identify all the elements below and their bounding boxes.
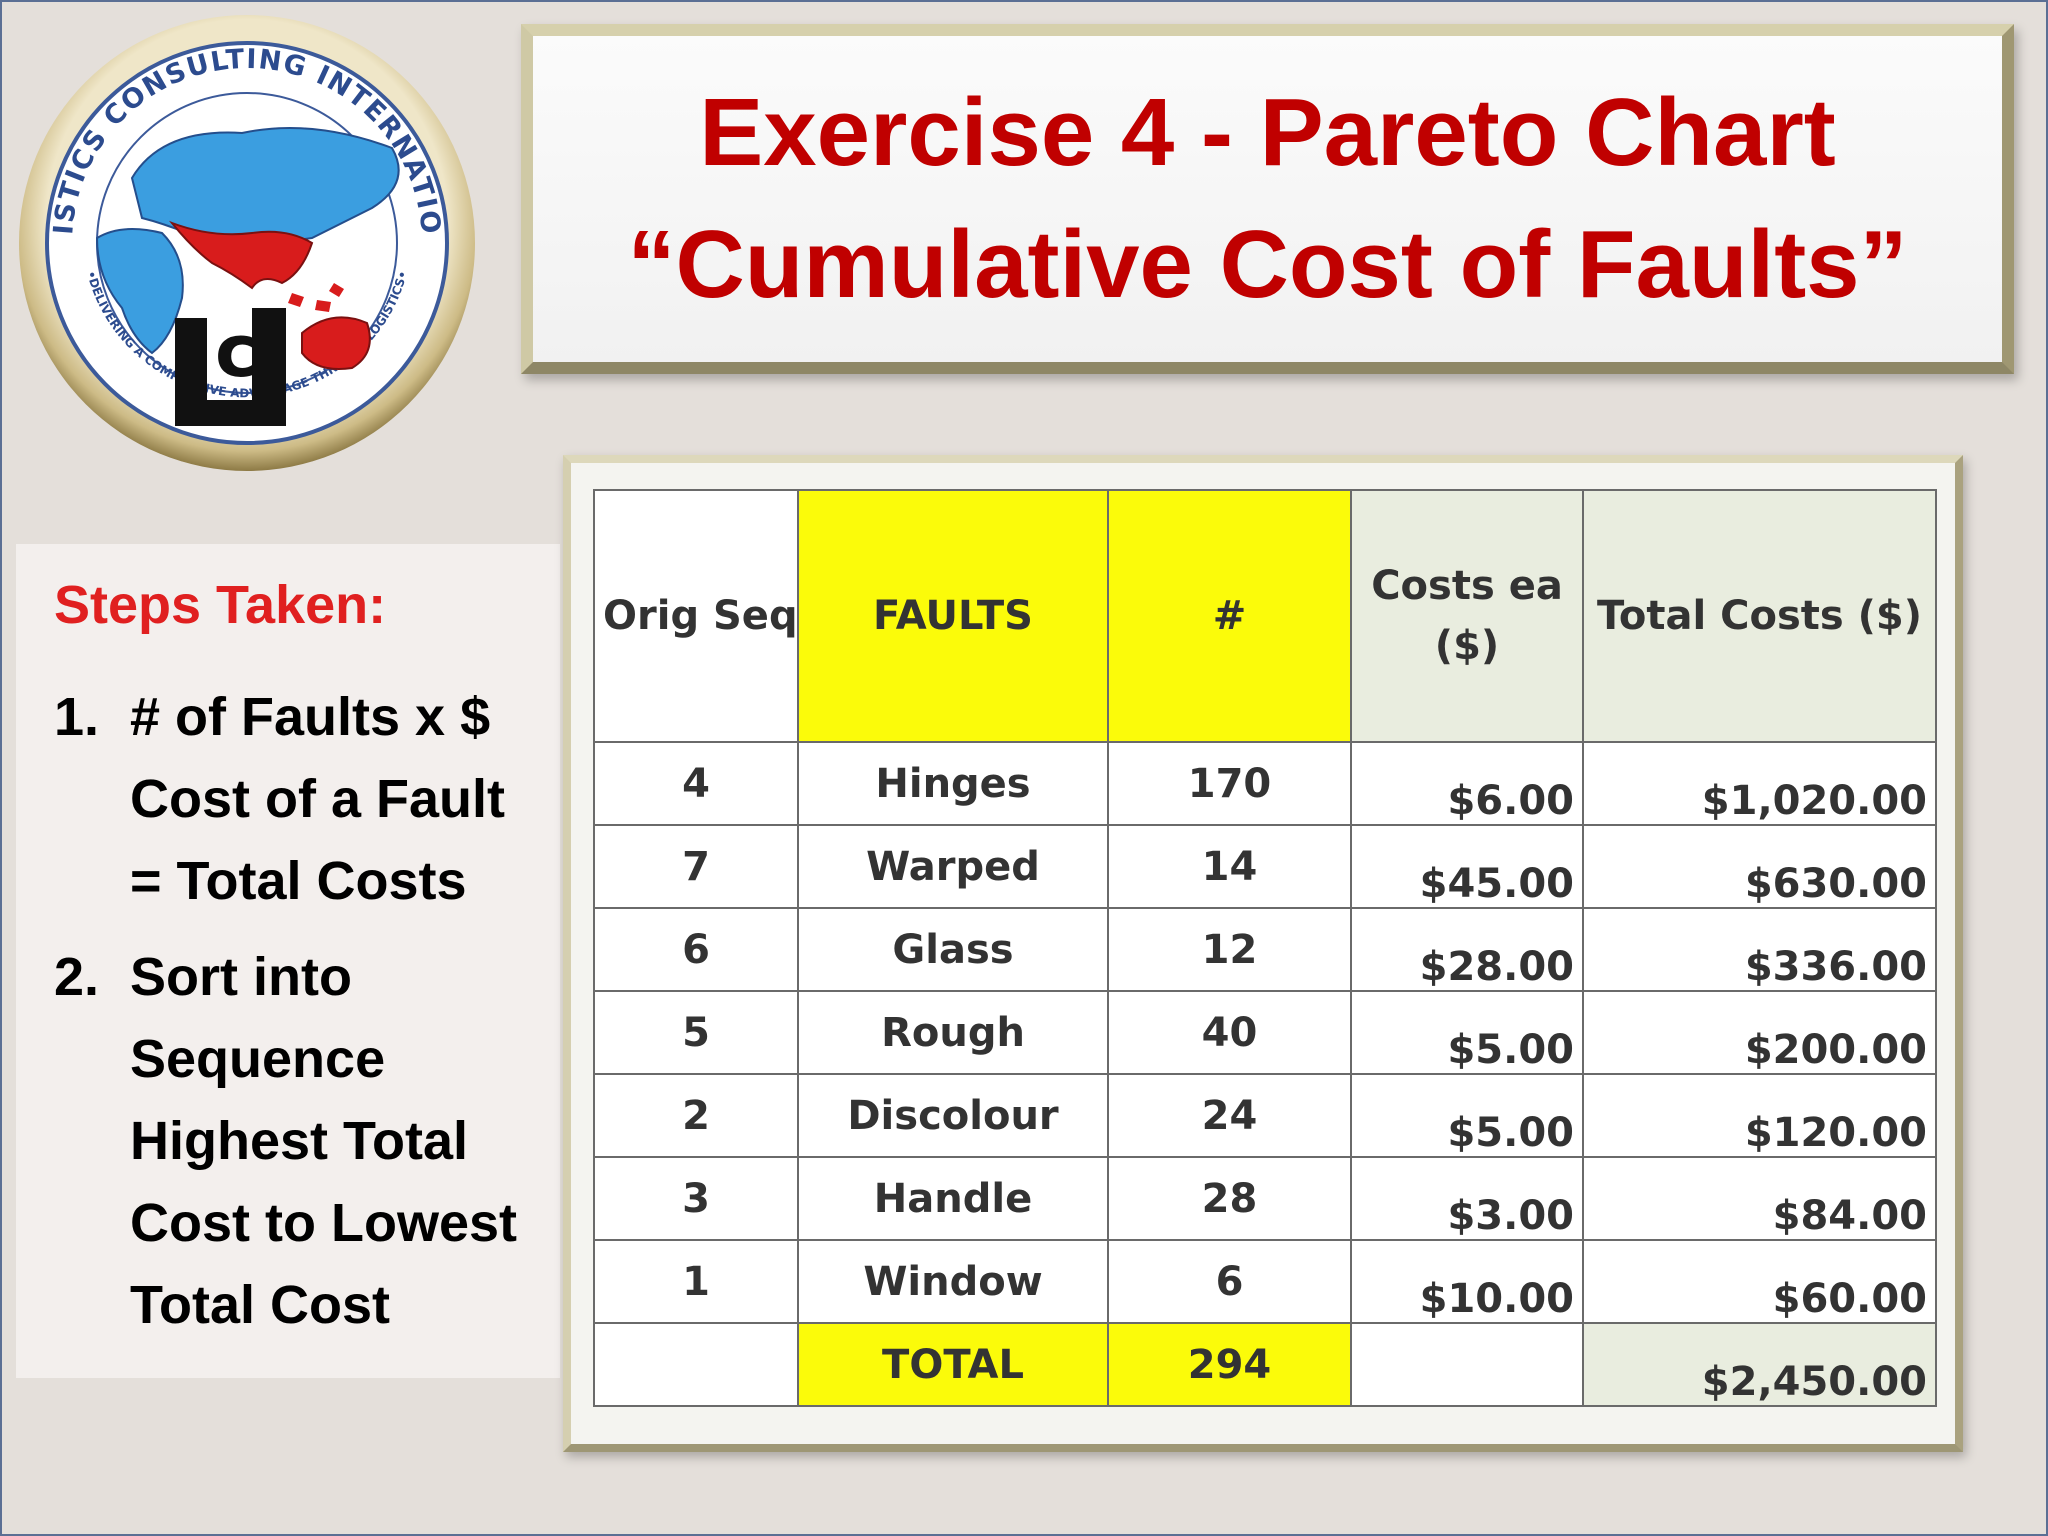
step-number: 1. [54, 687, 100, 747]
cell-fault: Glass [797, 907, 1109, 992]
steps-panel: Steps Taken: 1. # of Faults x $ Cost of … [16, 544, 560, 1378]
slide-subtitle: “Cumulative Cost of Faults” [627, 211, 1908, 318]
cell-orig-seq: 4 [593, 741, 799, 826]
table-row: 6 Glass 12 $28.00 $336.00 [593, 907, 1937, 992]
cell-cost-each: $10.00 [1350, 1239, 1584, 1324]
cell-cost-each: $28.00 [1350, 907, 1584, 992]
world-map-icon [95, 127, 400, 370]
header-cost-each: Costs ea ($) [1350, 489, 1584, 743]
lci-monogram: c [175, 308, 286, 426]
cell-count: 12 [1107, 907, 1352, 992]
cell-count: 24 [1107, 1073, 1352, 1158]
cell-total: $120.00 [1582, 1073, 1937, 1158]
cell-total-empty [1350, 1322, 1584, 1407]
step-line: Cost of a Fault [130, 769, 505, 829]
cell-fault: Handle [797, 1156, 1109, 1241]
cell-orig-seq: 7 [593, 824, 799, 909]
cell-total: $84.00 [1582, 1156, 1937, 1241]
cell-fault: Discolour [797, 1073, 1109, 1158]
cell-count: 40 [1107, 990, 1352, 1075]
table-row: 2 Discolour 24 $5.00 $120.00 [593, 1073, 1937, 1158]
cell-count: 170 [1107, 741, 1352, 826]
table-row: 3 Handle 28 $3.00 $84.00 [593, 1156, 1937, 1241]
cell-fault: Window [797, 1239, 1109, 1324]
cell-total-empty [593, 1322, 799, 1407]
cell-cost-each: $45.00 [1350, 824, 1584, 909]
title-banner: Exercise 4 - Pareto Chart “Cumulative Co… [521, 24, 2014, 374]
cell-count: 6 [1107, 1239, 1352, 1324]
cell-orig-seq: 3 [593, 1156, 799, 1241]
step-line: Total Cost [130, 1275, 390, 1335]
table-row: 7 Warped 14 $45.00 $630.00 [593, 824, 1937, 909]
slide-title: Exercise 4 - Pareto Chart [699, 79, 1836, 186]
cell-orig-seq: 5 [593, 990, 799, 1075]
cell-fault: Hinges [797, 741, 1109, 826]
step-line: # of Faults x $ [130, 687, 491, 747]
cell-total: $630.00 [1582, 824, 1937, 909]
cell-orig-seq: 2 [593, 1073, 799, 1158]
svg-text:c: c [215, 309, 258, 393]
step-line: Cost to Lowest [130, 1193, 517, 1253]
header-cost-each-line2: ($) [1434, 623, 1500, 669]
cell-cost-each: $3.00 [1350, 1156, 1584, 1241]
header-faults: FAULTS [797, 489, 1109, 743]
steps-heading: Steps Taken: [54, 575, 387, 635]
cell-cost-each: $5.00 [1350, 990, 1584, 1075]
step-text: # of Faults x $ Cost of a Fault = Total … [130, 676, 550, 922]
cell-fault: Rough [797, 990, 1109, 1075]
cell-count: 14 [1107, 824, 1352, 909]
cell-cost-each: $6.00 [1350, 741, 1584, 826]
header-cost-each-line1: Costs ea [1371, 563, 1563, 609]
header-total-costs: Total Costs ($) [1582, 489, 1937, 743]
cell-fault: Warped [797, 824, 1109, 909]
faults-table: Orig Seq FAULTS # Costs ea ($) Total Cost… [593, 489, 1937, 1407]
cell-grand-total: $2,450.00 [1582, 1322, 1937, 1407]
cell-count: 28 [1107, 1156, 1352, 1241]
cell-orig-seq: 6 [593, 907, 799, 992]
table-row: 5 Rough 40 $5.00 $200.00 [593, 990, 1937, 1075]
table-header-row: Orig Seq FAULTS # Costs ea ($) Total Cost… [593, 489, 1937, 743]
cell-total-count: 294 [1107, 1322, 1352, 1407]
table-total-row: TOTAL 294 $2,450.00 [593, 1322, 1937, 1407]
header-count: # [1107, 489, 1352, 743]
cell-total: $1,020.00 [1582, 741, 1937, 826]
cell-total: $60.00 [1582, 1239, 1937, 1324]
step-line: Sort into [130, 947, 352, 1007]
table-frame: Orig Seq FAULTS # Costs ea ($) Total Cost… [563, 455, 1963, 1452]
cell-cost-each: $5.00 [1350, 1073, 1584, 1158]
step-2: 2. Sort into Sequence Highest Total Cost… [38, 936, 560, 1346]
step-line: Sequence [130, 1029, 386, 1089]
step-1: 1. # of Faults x $ Cost of a Fault = Tot… [38, 676, 560, 922]
cell-total-label: TOTAL [797, 1322, 1109, 1407]
step-line: Highest Total [130, 1111, 469, 1171]
cell-total: $336.00 [1582, 907, 1937, 992]
table-row: 4 Hinges 170 $6.00 $1,020.00 [593, 741, 1937, 826]
lci-logo: LOGISTICS CONSULTING INTERNATIONAL •DELI… [12, 8, 475, 471]
table-row: 1 Window 6 $10.00 $60.00 [593, 1239, 1937, 1324]
step-line: = Total Costs [130, 851, 467, 911]
step-text: Sort into Sequence Highest Total Cost to… [130, 936, 550, 1346]
cell-total: $200.00 [1582, 990, 1937, 1075]
header-orig-seq: Orig Seq [593, 489, 799, 743]
cell-orig-seq: 1 [593, 1239, 799, 1324]
step-number: 2. [54, 947, 100, 1007]
